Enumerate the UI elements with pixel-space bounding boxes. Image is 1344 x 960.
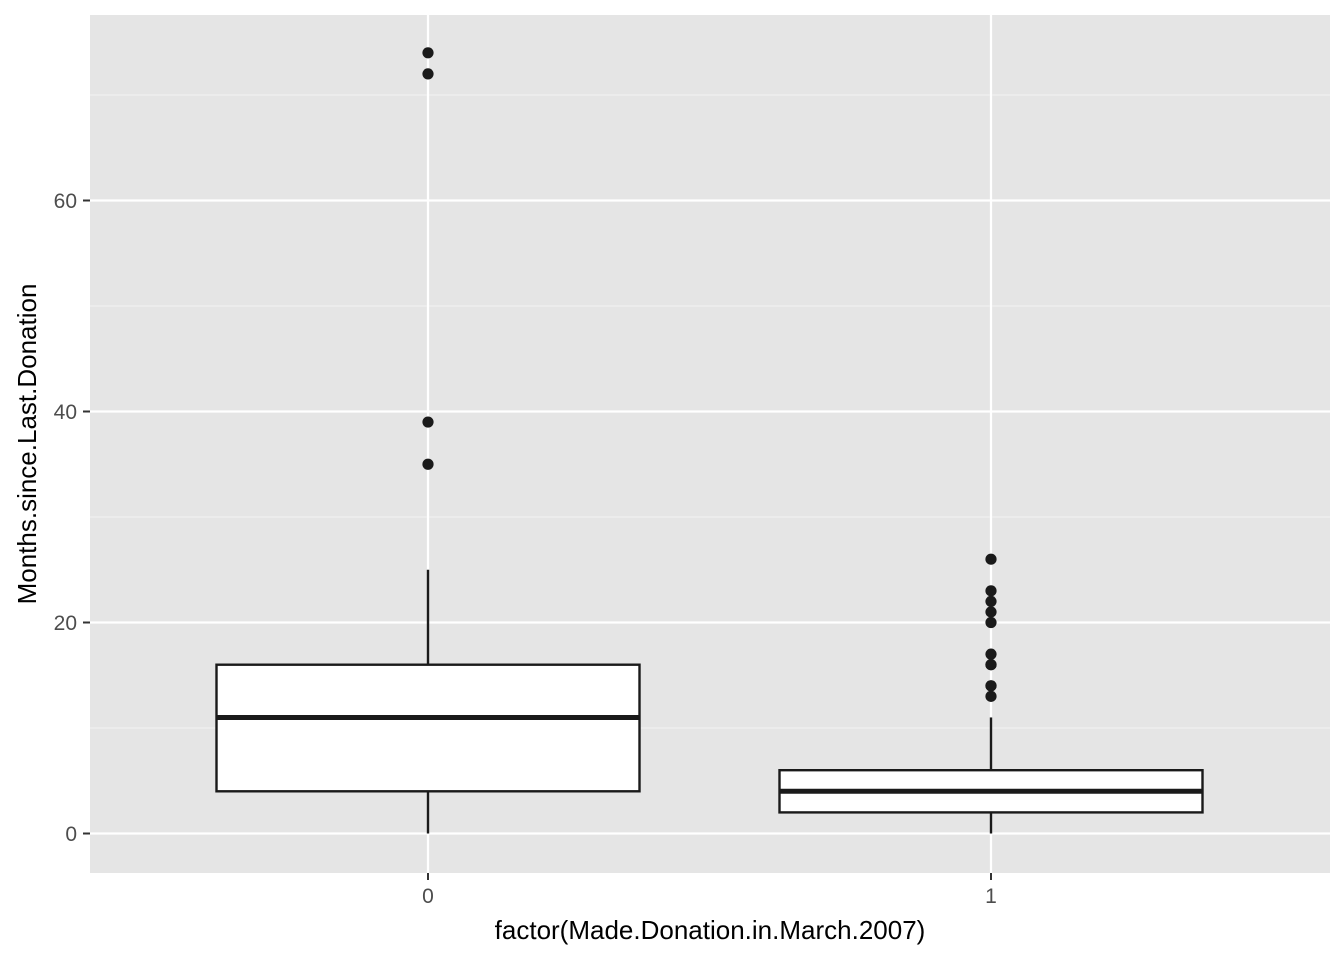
y-tick-label: 0 xyxy=(65,823,77,846)
outlier-point xyxy=(985,648,997,660)
outlier-point xyxy=(422,458,434,470)
outlier-point xyxy=(985,680,997,692)
x-axis-title: factor(Made.Donation.in.March.2007) xyxy=(495,915,926,945)
box-group-0 xyxy=(215,47,641,834)
outlier-point xyxy=(985,690,997,702)
x-tick-label: 0 xyxy=(422,885,434,908)
outlier-point xyxy=(422,416,434,428)
outlier-point xyxy=(985,553,997,565)
y-tick-label: 20 xyxy=(54,612,77,635)
outlier-point xyxy=(985,595,997,608)
outlier-point xyxy=(985,616,997,629)
outlier-point xyxy=(985,585,997,597)
outlier-point xyxy=(422,68,434,80)
x-tick-label: 1 xyxy=(985,885,997,908)
y-axis-title: Months.since.Last.Donation xyxy=(12,284,42,605)
outlier-point xyxy=(985,659,997,671)
box-group-1 xyxy=(778,553,1204,834)
outlier-point xyxy=(422,47,434,59)
axes: 0 20 40 60 0 1 xyxy=(54,190,997,908)
outlier-point xyxy=(985,606,997,618)
boxplot-series xyxy=(215,47,1204,834)
y-tick-label: 60 xyxy=(54,190,77,213)
y-tick-label: 40 xyxy=(54,401,77,424)
box-iqr xyxy=(215,663,641,793)
